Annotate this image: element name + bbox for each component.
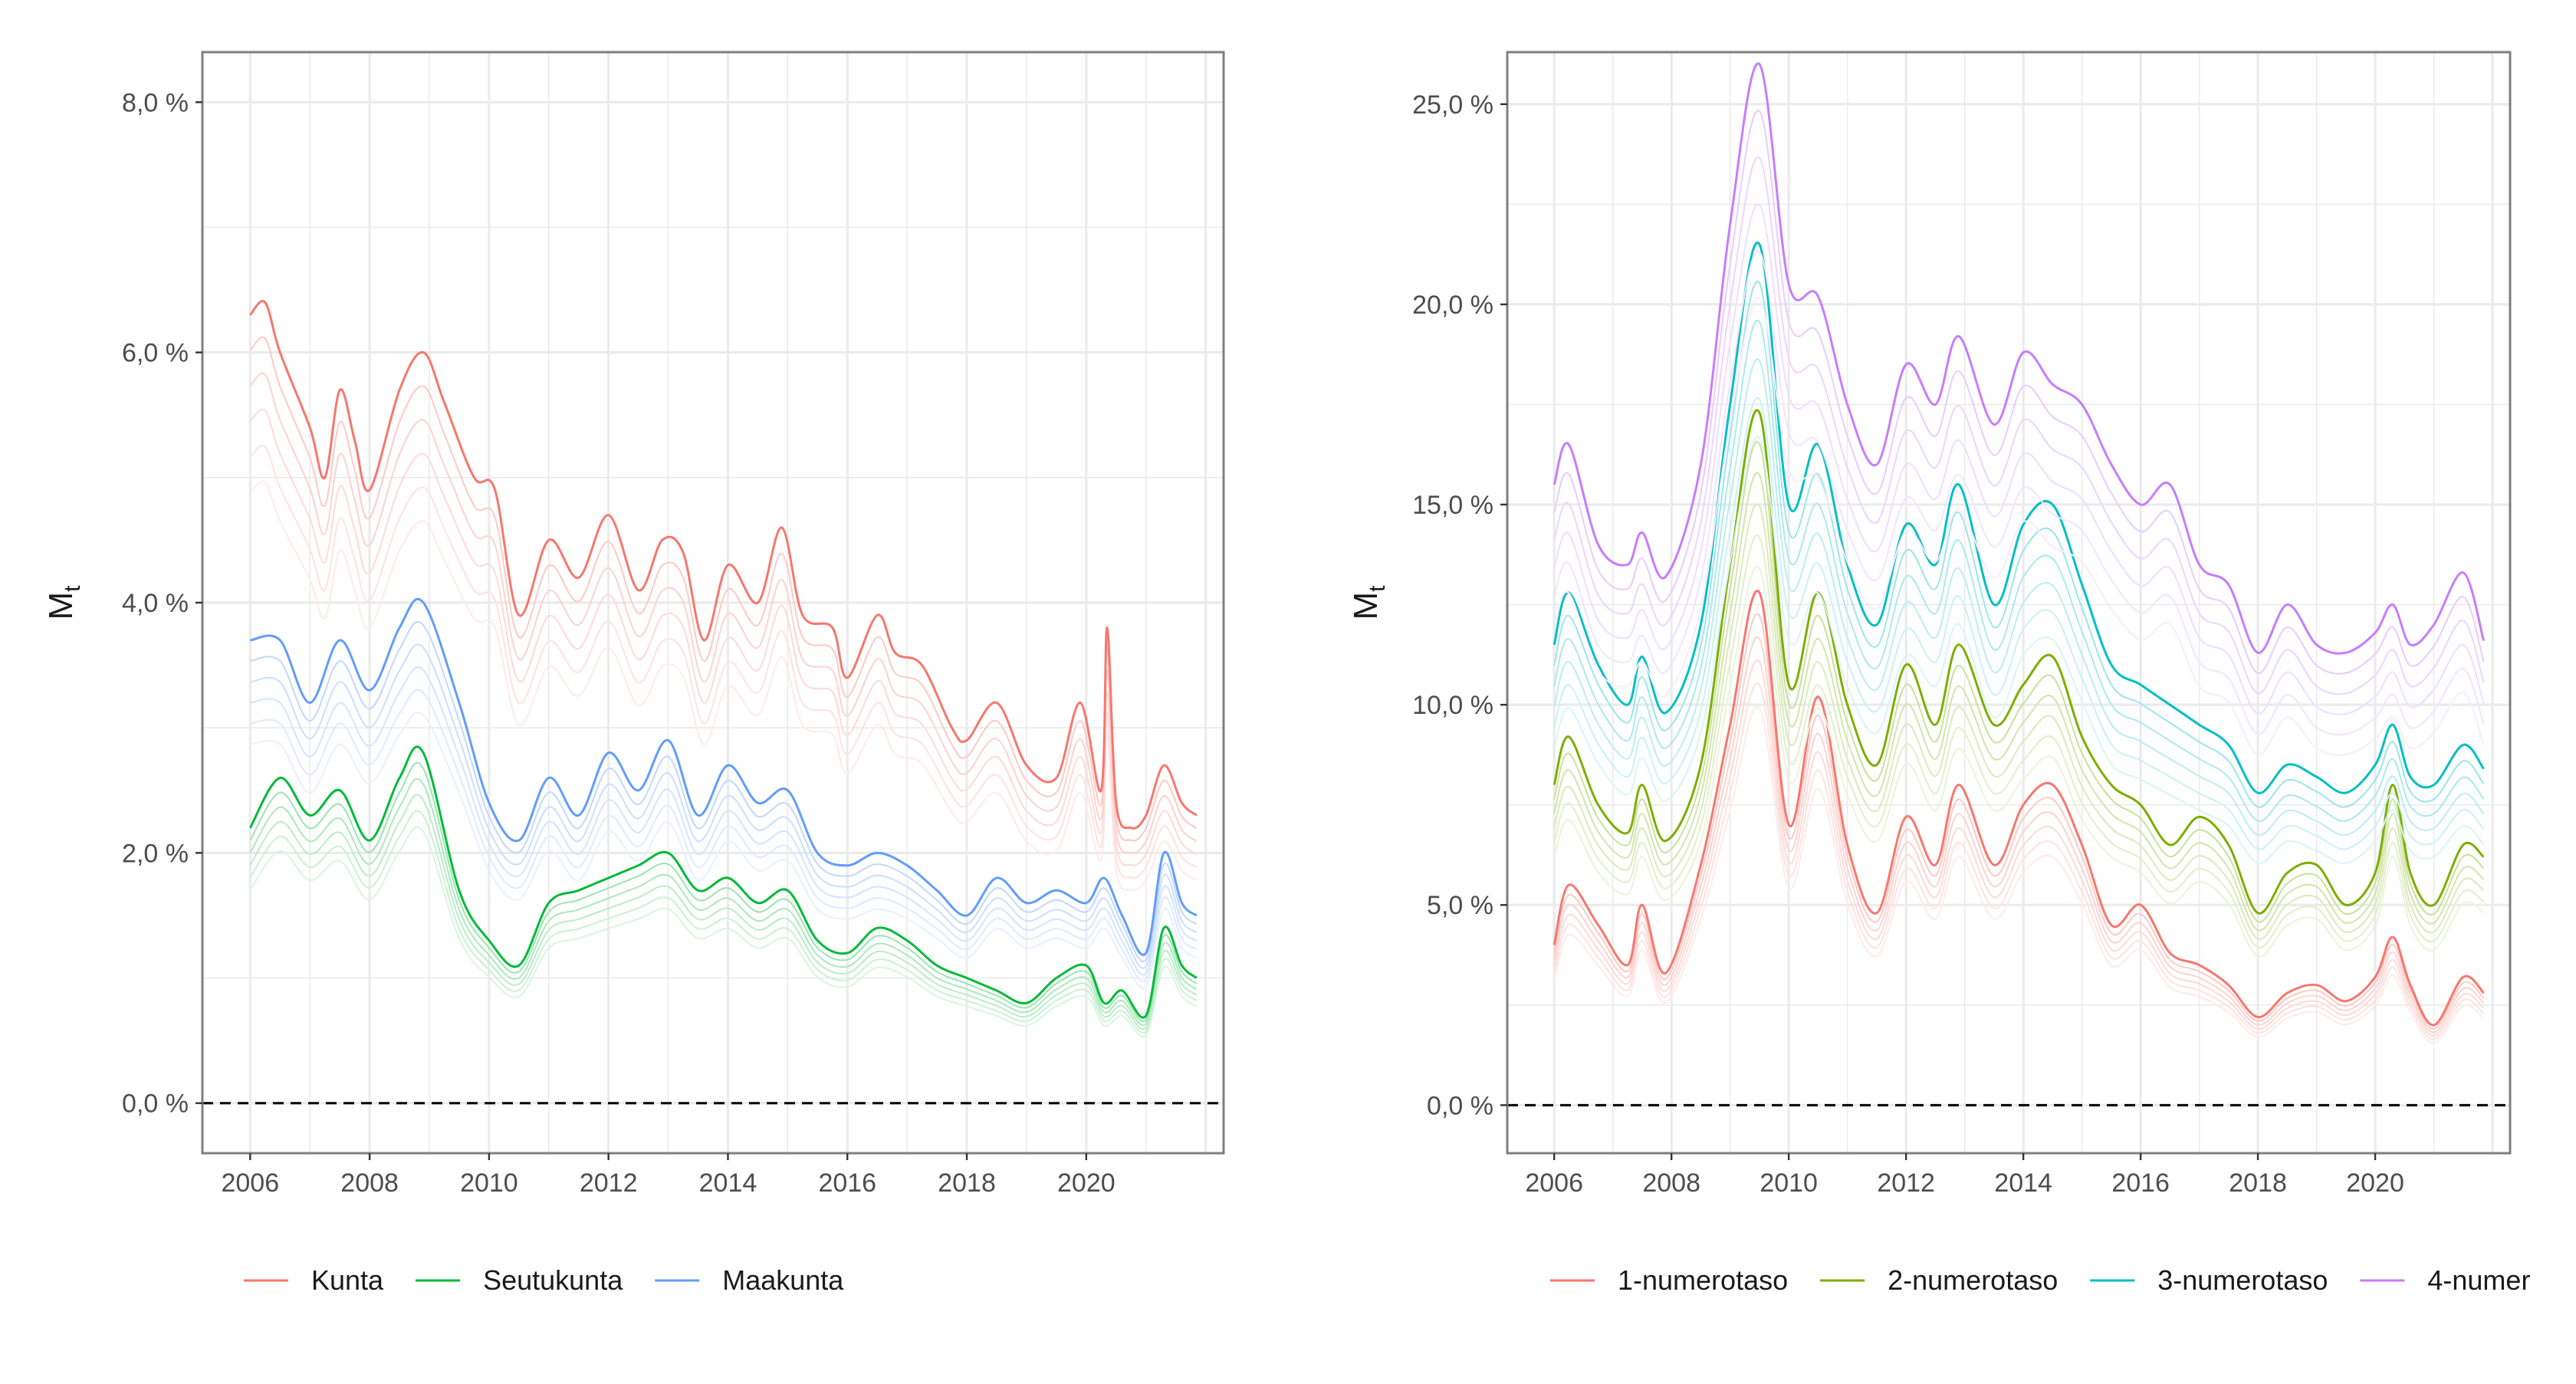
x-tick-label: 2006 [1525,1169,1583,1198]
legend-item-Maakunta: Maakunta [655,1264,844,1296]
series-variant-line-Maakunta [250,620,1198,963]
series-variant-line-2-numerotaso [1553,503,2485,940]
x-tick-label: 2016 [2111,1169,2170,1198]
x-tick-label: 2006 [221,1169,279,1198]
series-lines [1552,62,2486,1044]
series-variant-line-1-numerotaso [1553,613,2485,1030]
series-variant-line-2-numerotaso [1553,440,2485,923]
series-variant-line-3-numerotaso [1553,436,2485,864]
x-tick-label: 2008 [340,1169,399,1198]
y-axis-title: Mt [1347,585,1390,620]
series-variant-line-1-numerotaso [1553,659,2485,1037]
series-variant-line-Kunta [249,408,1198,866]
y-tick-label: 10,0 % [1412,691,1493,720]
series-variant-line-Seutukunta [249,761,1198,1023]
legend-item-Seutukunta: Seutukunta [416,1264,623,1296]
legend-label: Maakunta [722,1264,844,1296]
x-tick-label: 2012 [580,1169,638,1198]
legend-item-Kunta: Kunta [244,1264,384,1296]
y-tick-label: 0,0 % [1427,1091,1493,1120]
x-tick-label: 2014 [699,1169,757,1198]
series-line-4-numer [1552,62,2486,655]
y-tick-label: 8,0 % [122,88,189,117]
series-variant-line-Maakunta [250,643,1198,969]
legend-item-2-numerotaso: 2-numerotaso [1820,1264,2058,1296]
x-tick-label: 2020 [2346,1169,2404,1198]
y-axis-title-subscript: t [60,585,85,592]
legend-item-4-numer: 4-numer [2360,1264,2530,1296]
series-variant-line-4-numer [1553,156,2485,695]
x-tick-label: 2010 [460,1169,518,1198]
series-lines [248,300,1198,1038]
chart-panel-2: 0,0 % 5,0 % 10,0 % 15,0 % 20,0 % 25,0 % 2006 20… [1347,51,2530,1296]
series-variant-line-Seutukunta [249,794,1198,1031]
series-variant-line-3-numerotaso [1553,319,2485,822]
legend-item-3-numerotaso: 3-numerotaso [2090,1264,2328,1296]
legend-label: Seutukunta [483,1264,623,1296]
series-line-2-numerotaso [1552,409,2485,915]
y-tick-label: 4,0 % [122,589,189,618]
series-variant-line-1-numerotaso [1553,705,2485,1044]
panel-border [1506,51,2512,1155]
series-variant-line-4-numer [1553,250,2485,736]
x-tick-label: 2008 [1642,1169,1700,1198]
series-variant-line-Kunta [249,372,1198,854]
y-axis-title: Mt [42,585,85,620]
x-tick-label: 2018 [2229,1169,2287,1198]
legend: Kunta Seutukunta Maakunta [244,1264,844,1296]
x-tick-label: 2014 [1994,1169,2052,1198]
y-tick-label: 0,0 % [122,1090,189,1119]
series-variant-line-3-numerotaso [1553,281,2485,808]
y-tick-label: 15,0 % [1412,491,1493,520]
legend-label: 1-numerotaso [1618,1264,1788,1296]
legend-item-1-numerotaso: 1-numerotaso [1550,1264,1788,1296]
series-line-1-numerotaso [1552,590,2485,1027]
series-variant-line-2-numerotaso [1553,534,2485,948]
series-line-Maakunta [250,597,1198,956]
series-variant-line-Seutukunta [249,810,1198,1034]
y-tick-label: 5,0 % [1427,891,1493,920]
series-variant-line-3-numerotaso [1553,396,2485,850]
series-variant-line-Maakunta [250,666,1198,976]
series-variant-line-Kunta [249,480,1198,891]
series-variant-line-Kunta [249,444,1198,879]
gridlines [202,52,1224,1153]
series-variant-line-Maakunta [250,689,1198,983]
series-variant-line-2-numerotaso [1553,472,2485,932]
series-variant-line-4-numer [1553,110,2485,675]
series-variant-line-Seutukunta [249,826,1198,1038]
chart-panel-1: 0,0 % 2,0 % 4,0 % 6,0 % 8,0 % 2006 2008 2010 201… [42,51,1225,1296]
series-variant-line-4-numer [1553,203,2485,715]
series-variant-line-4-numer [1553,297,2485,756]
series-line-Kunta [249,300,1198,830]
y-axis-title-subscript: t [1365,585,1390,592]
y-axis-title-main: M [42,592,80,620]
legend-label: 2-numerotaso [1888,1264,2058,1296]
y-tick-label: 20,0 % [1412,291,1493,320]
legend-label: 4-numer [2427,1264,2530,1296]
series-variant-line-1-numerotaso [1553,682,2485,1040]
series-variant-line-Maakunta [250,712,1198,989]
x-tick-label: 2016 [818,1169,876,1198]
x-tick-label: 2012 [1877,1169,1935,1198]
y-axis-title-main: M [1347,592,1385,620]
series-variant-line-1-numerotaso [1553,636,2485,1034]
legend-label: Kunta [311,1264,384,1296]
series-line-Seutukunta [248,745,1198,1019]
x-tick-label: 2018 [938,1169,996,1198]
x-tick-label: 2020 [1057,1169,1116,1198]
series-variant-line-2-numerotaso [1553,565,2485,958]
series-line-3-numerotaso [1552,241,2485,794]
legend: 1-numerotaso 2-numerotaso 3-numerotaso 4-nu… [1550,1264,2530,1296]
series-variant-line-Kunta [249,336,1198,842]
series-variant-line-3-numerotaso [1553,358,2485,837]
x-tick-label: 2010 [1760,1169,1818,1198]
legend-label: 3-numerotaso [2157,1264,2328,1296]
y-tick-label: 2,0 % [122,839,189,868]
y-tick-label: 25,0 % [1412,90,1493,120]
series-variant-line-Seutukunta [249,777,1198,1027]
y-tick-label: 6,0 % [122,339,189,368]
